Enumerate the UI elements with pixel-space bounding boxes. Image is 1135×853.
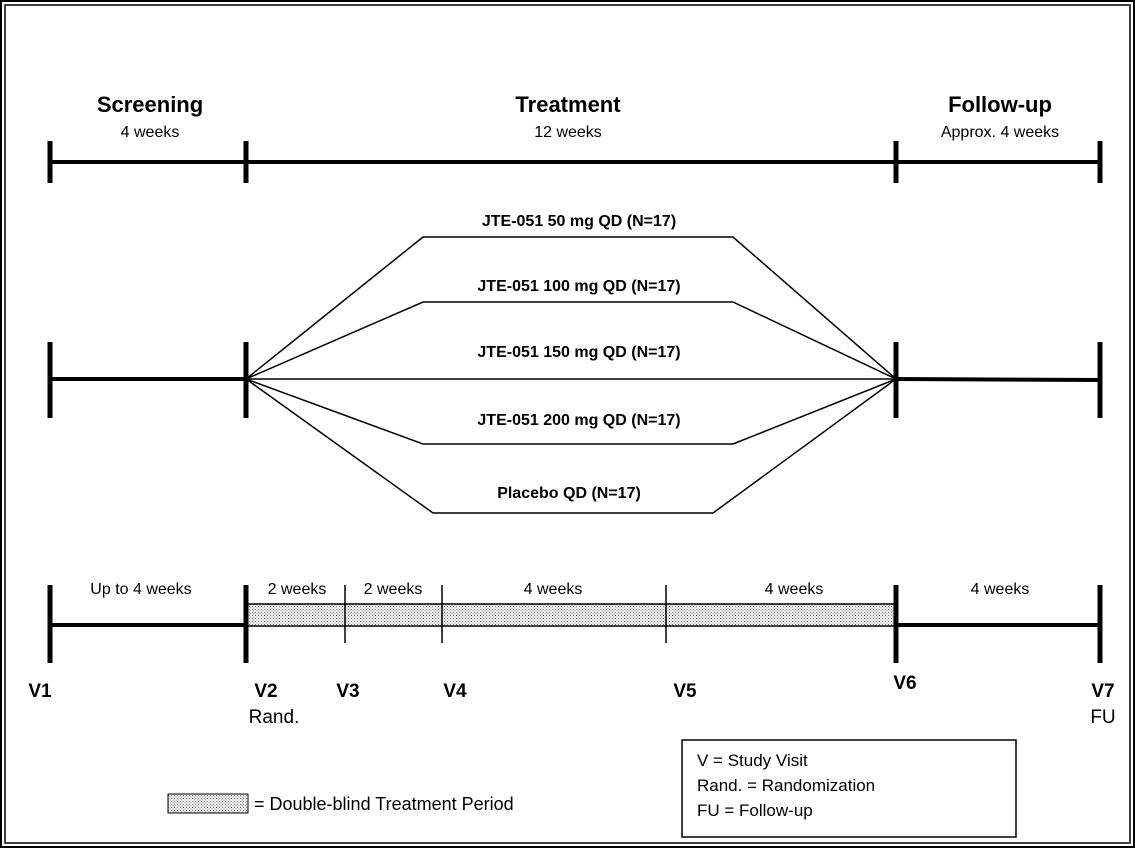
interval-label-v4-v5: 4 weeks — [524, 581, 583, 598]
visit-label-v7: V7 — [1091, 681, 1114, 702]
arms-timeline — [47, 236, 1103, 514]
phase-timeline — [47, 141, 1103, 183]
interval-label-screening: Up to 4 weeks — [90, 581, 191, 598]
key-line-followup: FU = Follow-up — [697, 801, 813, 820]
visit-label-v2: V2 — [254, 681, 277, 702]
key-line-randomization: Rand. = Randomization — [697, 776, 875, 795]
visit-sub-v2: Rand. — [249, 707, 300, 728]
visit-label-v3: V3 — [336, 681, 359, 702]
interval-label-v3-v4: 2 weeks — [364, 581, 423, 598]
phase-duration-followup: Approx. 4 weeks — [941, 124, 1059, 141]
inner-frame — [4, 4, 1131, 844]
arm-path-50mg — [245, 236, 897, 380]
phase-title-followup: Follow-up — [948, 92, 1052, 117]
arm-label-50mg: JTE-051 50 mg QD (N=17) — [482, 213, 676, 230]
phase-title-treatment: Treatment — [515, 92, 621, 117]
phase-duration-treatment: 12 weeks — [534, 124, 602, 141]
key-box — [681, 739, 1017, 838]
interval-label-v2-v3: 2 weeks — [268, 581, 327, 598]
visit-sub-v7: FU — [1090, 707, 1115, 728]
arm-path-200mg — [245, 378, 897, 445]
arm-label-150mg: JTE-051 150 mg QD (N=17) — [477, 344, 680, 361]
arm-path-placebo — [245, 378, 897, 514]
arm-label-100mg: JTE-051 100 mg QD (N=17) — [477, 278, 680, 295]
arm-label-placebo: Placebo QD (N=17) — [497, 485, 641, 502]
visit-label-v5: V5 — [673, 681, 697, 702]
interval-label-followup: 4 weeks — [971, 581, 1030, 598]
phase-duration-screening: 4 weeks — [121, 124, 180, 141]
arm-path-100mg — [245, 301, 897, 380]
visit-label-v6: V6 — [893, 673, 916, 694]
interval-label-v5-v6: 4 weeks — [765, 581, 824, 598]
legend-swatch-double-blind — [167, 793, 249, 814]
phase-title-screening: Screening — [97, 92, 203, 117]
visit-label-v1: V1 — [28, 681, 52, 702]
visit-label-v4: V4 — [443, 681, 467, 702]
arms-followup-bar — [895, 377, 1101, 382]
visit-timeline — [47, 585, 1103, 663]
legend-label-double-blind: = Double-blind Treatment Period — [254, 794, 514, 814]
double-blind-period-bar — [245, 603, 897, 627]
key-line-visit: V = Study Visit — [697, 751, 808, 770]
arm-label-200mg: JTE-051 200 mg QD (N=17) — [477, 412, 680, 429]
